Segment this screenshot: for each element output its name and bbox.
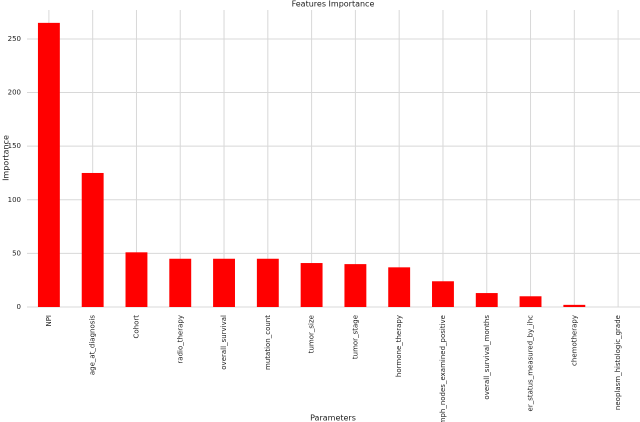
x-tick-label: mutation_count bbox=[264, 315, 272, 370]
x-tick-label: neoplasm_histologic_grade bbox=[614, 315, 622, 410]
x-tick-label: chemotherapy bbox=[570, 315, 578, 366]
bar bbox=[432, 281, 454, 307]
bar bbox=[563, 304, 586, 307]
bar bbox=[519, 296, 542, 307]
bar bbox=[388, 267, 411, 307]
bar bbox=[169, 258, 192, 307]
y-tick-label: 250 bbox=[8, 35, 21, 43]
x-tick-label: tumor_stage bbox=[351, 315, 359, 359]
x-tick-label: er_status_measured_by_ihc bbox=[527, 315, 535, 412]
bar bbox=[125, 252, 148, 307]
x-tick-label: overall_survival bbox=[220, 315, 228, 370]
y-tick-label: 150 bbox=[8, 142, 21, 150]
bar bbox=[300, 263, 323, 307]
x-tick-label: lymph_nodes_examined_positive bbox=[439, 315, 447, 422]
x-tick-label: NPI bbox=[45, 315, 53, 327]
bar bbox=[475, 293, 498, 307]
x-tick-label: hormone_therapy bbox=[395, 315, 403, 377]
y-tick-label: 50 bbox=[12, 249, 21, 257]
x-tick-label: age_at_diagnosis bbox=[89, 315, 97, 376]
x-tick-label: radio_therapy bbox=[176, 315, 184, 364]
bar bbox=[213, 258, 235, 307]
bar bbox=[344, 264, 367, 307]
y-tick-label: 100 bbox=[8, 196, 21, 204]
x-tick-label: Cohort bbox=[132, 315, 140, 339]
chart-title: Features Importance bbox=[292, 0, 375, 9]
bar bbox=[256, 258, 279, 307]
y-tick-label: 0 bbox=[17, 303, 21, 311]
y-tick-label: 200 bbox=[8, 89, 21, 97]
x-axis-label: Parameters bbox=[310, 414, 356, 422]
x-tick-label: overall_survival_months bbox=[483, 315, 491, 400]
x-tick-label: tumor_size bbox=[308, 315, 316, 353]
bar bbox=[81, 172, 104, 307]
y-axis-label: Importance bbox=[2, 135, 11, 181]
bar bbox=[37, 22, 60, 308]
